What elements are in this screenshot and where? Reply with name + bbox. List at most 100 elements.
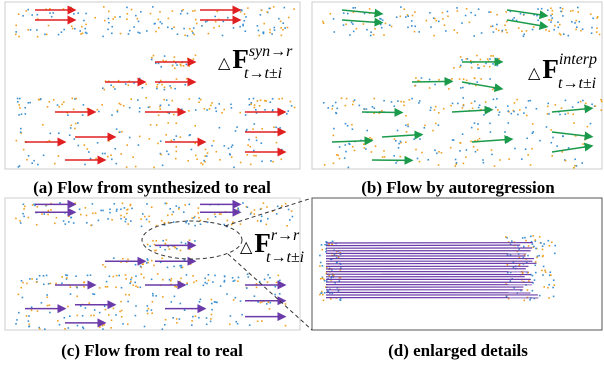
point (523, 14, 525, 16)
point (176, 205, 178, 207)
point (99, 287, 101, 289)
point (260, 14, 262, 16)
point (23, 204, 25, 206)
point (477, 67, 479, 69)
point (462, 133, 464, 135)
point (245, 16, 247, 18)
point (71, 217, 73, 219)
point (484, 65, 486, 67)
point (158, 63, 160, 65)
point (447, 11, 449, 13)
point (256, 137, 258, 139)
point (545, 29, 547, 31)
point (341, 97, 343, 99)
point (162, 240, 164, 242)
point (474, 122, 476, 124)
point (110, 327, 112, 329)
point (415, 77, 417, 79)
point (474, 101, 476, 103)
point (162, 279, 164, 281)
superscript: interp (559, 51, 597, 68)
point (248, 98, 250, 100)
point (240, 11, 242, 13)
point (179, 318, 181, 320)
point (32, 204, 34, 206)
point (382, 20, 384, 22)
point (189, 98, 191, 100)
point (200, 99, 202, 101)
point (208, 33, 210, 35)
point (240, 223, 242, 225)
point (174, 88, 176, 90)
point (374, 28, 376, 30)
point (574, 22, 576, 24)
point (510, 280, 512, 282)
point (124, 216, 126, 218)
point (287, 27, 289, 29)
point (143, 263, 145, 265)
point (253, 155, 255, 157)
point (204, 278, 206, 280)
point (41, 213, 43, 215)
point (577, 11, 579, 13)
point (459, 66, 461, 68)
point (489, 78, 491, 80)
point (481, 32, 483, 34)
point (170, 87, 172, 89)
point (330, 13, 332, 15)
point (83, 104, 85, 106)
point (109, 276, 111, 278)
point (198, 207, 200, 209)
point (407, 126, 409, 128)
point (65, 223, 67, 225)
point (188, 65, 190, 67)
point (465, 156, 467, 158)
point (233, 167, 235, 169)
point (405, 125, 407, 127)
point (131, 208, 133, 210)
point (413, 138, 415, 140)
point (577, 7, 579, 9)
point (57, 320, 59, 322)
flow-arrow (362, 112, 402, 113)
point (570, 10, 572, 12)
point (27, 9, 29, 11)
point (210, 318, 212, 320)
point (87, 275, 89, 277)
point (505, 11, 507, 13)
point (505, 236, 507, 238)
point (214, 16, 216, 18)
point (221, 112, 223, 114)
point (191, 320, 193, 322)
point (111, 33, 113, 35)
point (114, 88, 116, 90)
point (162, 296, 164, 298)
point (374, 107, 376, 109)
point (33, 160, 35, 162)
point (414, 85, 416, 87)
point (170, 280, 172, 282)
point (150, 13, 152, 15)
point (178, 208, 180, 210)
point (15, 218, 17, 220)
point (550, 274, 552, 276)
point (428, 159, 430, 161)
point (176, 146, 178, 148)
point (479, 104, 481, 106)
point (22, 15, 24, 17)
point (25, 113, 27, 115)
point (554, 245, 556, 247)
point (573, 167, 575, 169)
point (522, 237, 524, 239)
point (113, 257, 115, 259)
point (215, 21, 217, 23)
point (29, 324, 31, 326)
point (555, 104, 557, 106)
point (131, 277, 133, 279)
point (460, 87, 462, 89)
point (75, 123, 77, 125)
point (263, 202, 265, 204)
point (498, 58, 500, 60)
point (108, 22, 110, 24)
point (216, 111, 218, 113)
